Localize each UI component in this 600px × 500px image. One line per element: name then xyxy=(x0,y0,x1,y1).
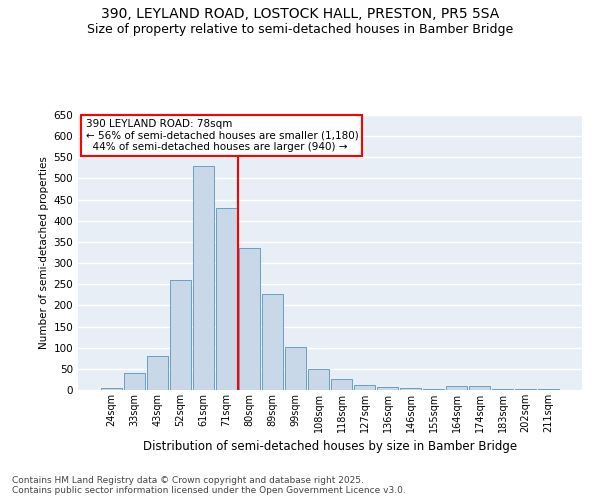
Bar xyxy=(377,387,398,390)
Text: 390, LEYLAND ROAD, LOSTOCK HALL, PRESTON, PR5 5SA: 390, LEYLAND ROAD, LOSTOCK HALL, PRESTON… xyxy=(101,8,499,22)
Bar xyxy=(308,369,329,390)
Bar xyxy=(400,388,421,390)
Y-axis label: Number of semi-detached properties: Number of semi-detached properties xyxy=(39,156,49,349)
Bar xyxy=(446,386,467,390)
Bar xyxy=(538,389,559,390)
X-axis label: Distribution of semi-detached houses by size in Bamber Bridge: Distribution of semi-detached houses by … xyxy=(143,440,517,454)
Bar xyxy=(216,208,237,390)
Text: Contains HM Land Registry data © Crown copyright and database right 2025.
Contai: Contains HM Land Registry data © Crown c… xyxy=(12,476,406,495)
Bar xyxy=(354,384,375,390)
Bar xyxy=(147,356,167,390)
Bar xyxy=(423,389,444,390)
Bar xyxy=(285,347,306,390)
Bar xyxy=(515,389,536,390)
Text: 390 LEYLAND ROAD: 78sqm
← 56% of semi-detached houses are smaller (1,180)
  44% : 390 LEYLAND ROAD: 78sqm ← 56% of semi-de… xyxy=(86,119,358,152)
Bar xyxy=(193,166,214,390)
Bar xyxy=(331,378,352,390)
Bar xyxy=(493,389,513,390)
Bar xyxy=(239,248,260,390)
Bar xyxy=(101,388,122,390)
Bar xyxy=(124,373,145,390)
Text: Size of property relative to semi-detached houses in Bamber Bridge: Size of property relative to semi-detach… xyxy=(87,22,513,36)
Bar xyxy=(170,280,191,390)
Bar xyxy=(469,386,490,390)
Bar xyxy=(262,294,283,390)
